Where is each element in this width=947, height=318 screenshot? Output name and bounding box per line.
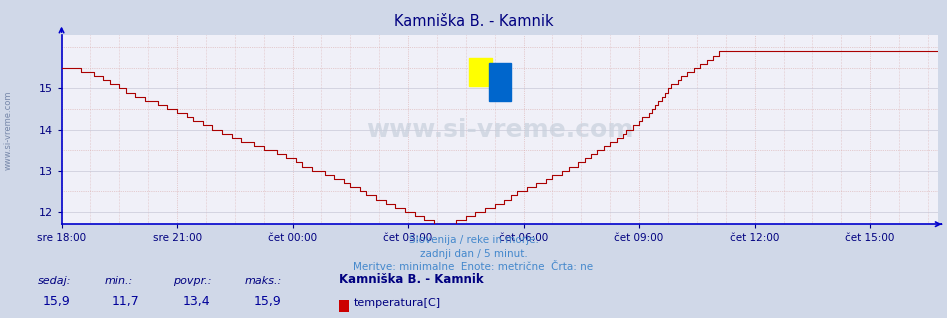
Bar [470,58,491,86]
Text: 15,9: 15,9 [43,295,70,308]
Text: 11,7: 11,7 [112,295,139,308]
Text: zadnji dan / 5 minut.: zadnji dan / 5 minut. [420,249,527,259]
Text: temperatura[C]: temperatura[C] [354,298,441,308]
Text: Slovenija / reke in morje.: Slovenija / reke in morje. [408,235,539,245]
Text: 15,9: 15,9 [254,295,281,308]
Text: Meritve: minimalne  Enote: metrične  Črta: ne: Meritve: minimalne Enote: metrične Črta:… [353,262,594,272]
Text: www.si-vreme.com: www.si-vreme.com [4,91,13,170]
Text: min.:: min.: [104,276,133,286]
Text: sedaj:: sedaj: [38,276,71,286]
Text: Kamniška B. - Kamnik: Kamniška B. - Kamnik [394,14,553,29]
Text: maks.:: maks.: [244,276,281,286]
Bar [489,63,511,101]
Text: 13,4: 13,4 [183,295,210,308]
Text: povpr.:: povpr.: [173,276,212,286]
Text: Kamniška B. - Kamnik: Kamniška B. - Kamnik [339,273,484,286]
Text: www.si-vreme.com: www.si-vreme.com [366,118,634,142]
